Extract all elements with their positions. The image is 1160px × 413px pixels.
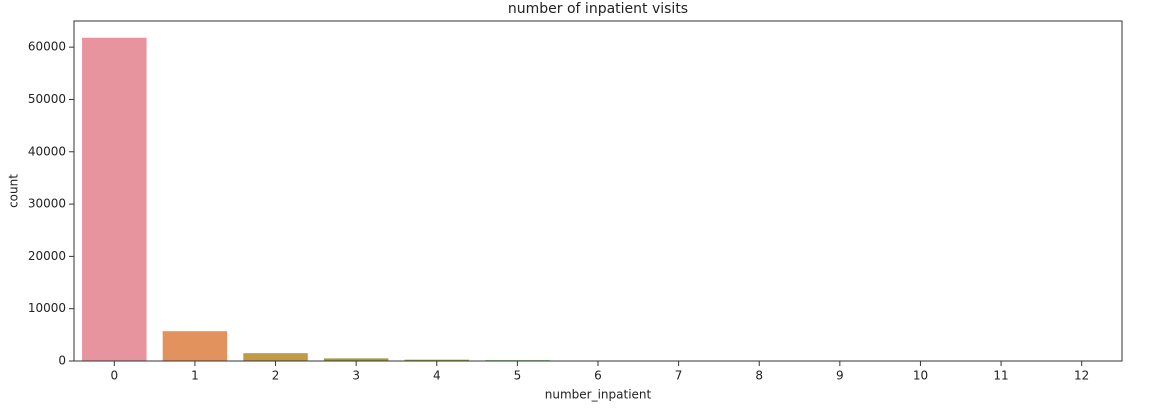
x-tick-label: 3 [352,369,360,383]
y-tick-label: 50000 [28,92,66,106]
y-tick-label: 10000 [28,301,66,315]
y-tick-label: 0 [58,354,66,368]
bar [243,353,308,361]
x-tick-label: 8 [755,369,763,383]
bar [162,331,228,361]
y-tick-label: 30000 [28,197,66,211]
x-tick-label: 9 [836,369,844,383]
y-tick-label: 60000 [28,40,66,54]
x-tick-label: 0 [110,369,118,383]
y-tick-label: 40000 [28,144,66,158]
x-tick-label: 1 [191,369,199,383]
bar [323,358,389,361]
x-tick-label: 5 [514,369,522,383]
x-tick-label: 4 [433,369,441,383]
chart-title: number of inpatient visits [508,1,688,17]
bar [82,37,147,361]
x-tick-label: 7 [675,369,683,383]
x-tick-label: 12 [1074,369,1089,383]
x-tick-label: 10 [913,369,928,383]
y-tick-label: 20000 [28,249,66,263]
y-axis-label: count [7,174,21,208]
x-tick-label: 6 [594,369,602,383]
x-axis-label: number_inpatient [545,388,652,402]
x-tick-label: 2 [272,369,280,383]
bar [404,359,470,361]
plot-frame [73,20,1123,362]
x-tick-label: 11 [993,369,1008,383]
